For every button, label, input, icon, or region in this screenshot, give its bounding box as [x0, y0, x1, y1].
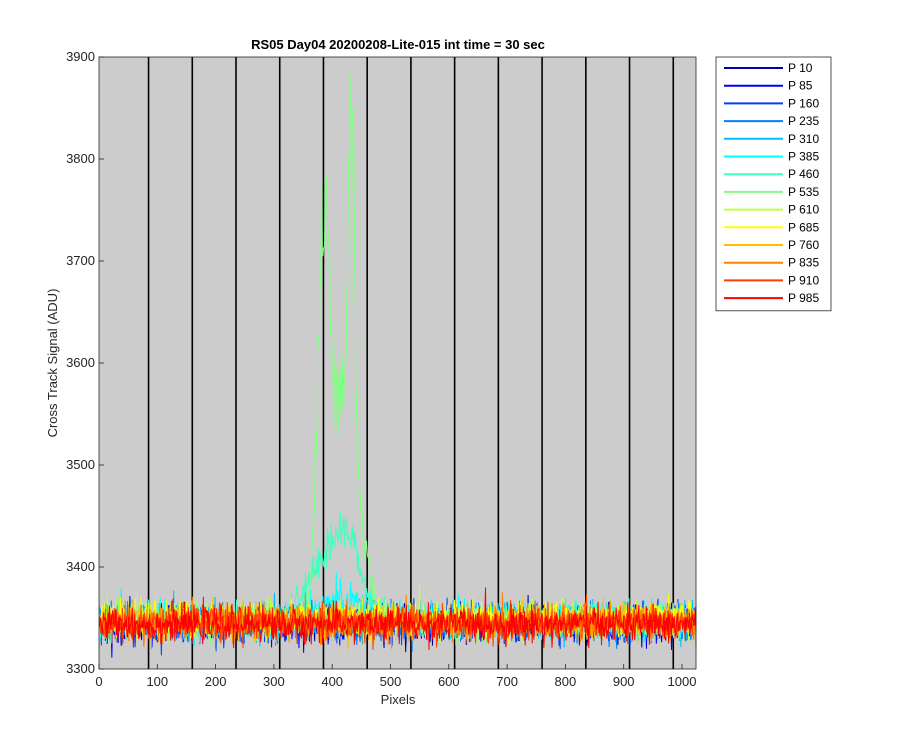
- legend-label: P 835: [788, 256, 819, 270]
- series-line-p-985: [99, 587, 697, 651]
- x-tick-label: 700: [496, 674, 518, 689]
- legend-label: P 310: [788, 132, 819, 146]
- legend-label: P 10: [788, 61, 813, 75]
- x-tick-label: 1000: [668, 674, 697, 689]
- y-axis-label: Cross Track Signal (ADU): [45, 289, 60, 438]
- y-tick-label: 3600: [66, 355, 95, 370]
- x-tick-label: 500: [380, 674, 402, 689]
- x-tick-label: 800: [555, 674, 577, 689]
- series-lines: [99, 74, 697, 658]
- vertical-lines: [147, 57, 675, 669]
- x-tick-label: 300: [263, 674, 285, 689]
- legend-label: P 235: [788, 114, 819, 128]
- legend-label: P 85: [788, 79, 813, 93]
- chart-title: RS05 Day04 20200208-Lite-015 int time = …: [251, 37, 545, 52]
- legend-label: P 385: [788, 150, 819, 164]
- plot-background: [99, 57, 696, 669]
- x-axis: 0 100 200 300 400 500 600 700 800 900 1000: [95, 664, 696, 689]
- legend-label: P 460: [788, 167, 819, 181]
- x-tick-label: 900: [613, 674, 635, 689]
- x-axis-label: Pixels: [381, 692, 416, 707]
- legend-label: P 535: [788, 185, 819, 199]
- legend-label: P 760: [788, 238, 819, 252]
- x-tick-label: 100: [146, 674, 168, 689]
- x-tick-label: 0: [95, 674, 102, 689]
- y-tick-label: 3500: [66, 457, 95, 472]
- y-tick-label: 3300: [66, 661, 95, 676]
- legend-label: P 610: [788, 203, 819, 217]
- y-tick-label: 3700: [66, 253, 95, 268]
- legend-box: [715, 56, 832, 312]
- legend: P 10 P 85 P 160 P 235 P 310 P 385 P 460 P 535 P …: [715, 56, 832, 312]
- legend-label: P 910: [788, 273, 819, 287]
- legend-label: P 685: [788, 220, 819, 234]
- x-tick-label: 400: [321, 674, 343, 689]
- y-axis: 3300 3400 3500 3600 3700 3800 3900: [66, 49, 104, 676]
- y-tick-label: 3800: [66, 151, 95, 166]
- x-tick-label: 600: [438, 674, 460, 689]
- y-tick-label: 3400: [66, 559, 95, 574]
- legend-label: P 160: [788, 96, 819, 110]
- x-tick-label: 200: [205, 674, 227, 689]
- y-tick-label: 3900: [66, 49, 95, 64]
- legend-label: P 985: [788, 291, 819, 305]
